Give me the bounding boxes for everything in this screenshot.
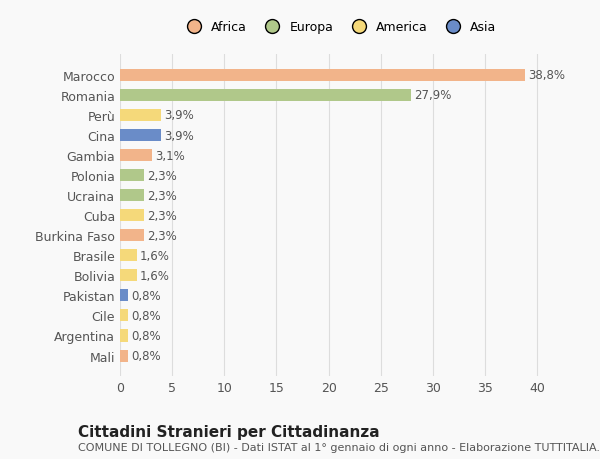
Bar bbox=[120, 310, 128, 322]
Bar bbox=[120, 110, 161, 122]
Bar bbox=[120, 330, 128, 342]
Text: 3,9%: 3,9% bbox=[164, 129, 194, 142]
Text: 27,9%: 27,9% bbox=[414, 89, 451, 102]
Bar bbox=[120, 350, 128, 362]
Legend: Africa, Europa, America, Asia: Africa, Europa, America, Asia bbox=[176, 17, 502, 39]
Bar bbox=[120, 190, 144, 202]
Text: 3,1%: 3,1% bbox=[155, 149, 185, 162]
Bar bbox=[120, 170, 144, 182]
Bar bbox=[120, 250, 137, 262]
Bar bbox=[120, 70, 524, 82]
Bar bbox=[120, 90, 411, 102]
Text: 1,6%: 1,6% bbox=[140, 249, 170, 262]
Text: 0,8%: 0,8% bbox=[131, 349, 161, 362]
Text: Cittadini Stranieri per Cittadinanza: Cittadini Stranieri per Cittadinanza bbox=[78, 425, 380, 440]
Bar bbox=[120, 230, 144, 242]
Text: 1,6%: 1,6% bbox=[140, 269, 170, 282]
Bar bbox=[120, 150, 152, 162]
Bar bbox=[120, 210, 144, 222]
Text: 2,3%: 2,3% bbox=[147, 169, 177, 182]
Text: 2,3%: 2,3% bbox=[147, 189, 177, 202]
Text: COMUNE DI TOLLEGNO (BI) - Dati ISTAT al 1° gennaio di ogni anno - Elaborazione T: COMUNE DI TOLLEGNO (BI) - Dati ISTAT al … bbox=[78, 442, 600, 452]
Text: 38,8%: 38,8% bbox=[528, 69, 565, 82]
Text: 2,3%: 2,3% bbox=[147, 209, 177, 222]
Bar bbox=[120, 270, 137, 282]
Text: 3,9%: 3,9% bbox=[164, 109, 194, 122]
Bar bbox=[120, 130, 161, 142]
Text: 2,3%: 2,3% bbox=[147, 229, 177, 242]
Text: 0,8%: 0,8% bbox=[131, 289, 161, 302]
Text: 0,8%: 0,8% bbox=[131, 309, 161, 322]
Bar bbox=[120, 290, 128, 302]
Text: 0,8%: 0,8% bbox=[131, 329, 161, 342]
